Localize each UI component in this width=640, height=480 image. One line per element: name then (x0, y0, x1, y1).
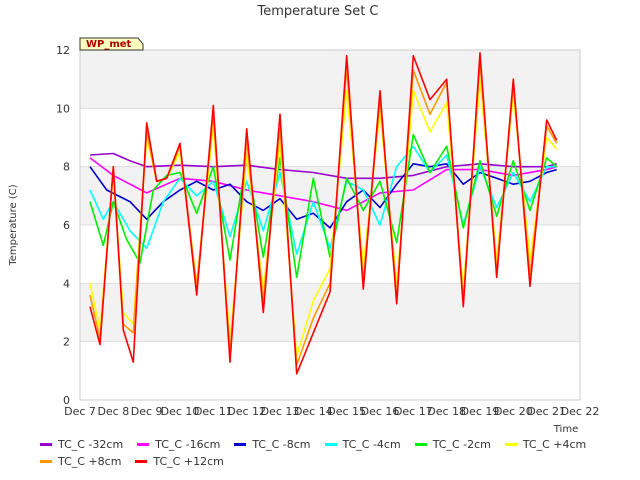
x-tick-label: Dec 8 (97, 405, 129, 418)
chart-title: Temperature Set C (256, 4, 378, 19)
legend-label: TC_C +8cm (58, 454, 122, 468)
series-line (89, 52, 558, 375)
x-axis-label: Time (553, 424, 578, 435)
legend-swatch (414, 443, 427, 446)
x-tick-label: Dec 14 (294, 405, 333, 418)
y-tick-label: 8 (63, 161, 70, 174)
x-tick-label: Dec 12 (227, 405, 266, 418)
legend-swatch (135, 459, 148, 463)
x-tick-label: Dec 22 (561, 405, 600, 418)
y-tick-label: 10 (56, 102, 70, 115)
series-line (89, 163, 557, 229)
x-tick-label: Dec 17 (394, 405, 433, 418)
legend-swatch (504, 443, 517, 446)
y-tick-label: 0 (63, 394, 70, 407)
grid-band (80, 50, 580, 109)
legend-item: TC_C -32cm (40, 437, 123, 453)
y-axis: 0 2 4 6 8 10 12 (56, 44, 70, 407)
legend-label: TC_C -2cm (432, 438, 491, 451)
legend-label: TC_C -4cm (342, 438, 401, 451)
x-tick-label: Dec 10 (161, 405, 200, 418)
plot-area (79, 49, 581, 401)
legend-label: TC_C +4cm (522, 438, 587, 451)
series-line (89, 78, 558, 358)
legend-item: TC_C -2cm (414, 437, 491, 453)
x-tick-label: Dec 19 (461, 405, 500, 418)
legend-swatch (324, 443, 337, 446)
annotation-label: WP_met (86, 39, 132, 50)
legend-swatch (40, 443, 52, 446)
legend-item: TC_C +8cm (40, 453, 121, 469)
series-group (89, 52, 558, 375)
legend-label: TC_C -16cm (155, 438, 221, 451)
x-tick-label: Dec 21 (527, 405, 566, 418)
x-tick-label: Dec 15 (327, 405, 366, 418)
y-tick-label: 6 (63, 219, 70, 232)
legend-item: TC_C +4cm (504, 437, 587, 453)
series-line (89, 133, 558, 279)
x-tick-label: Dec 11 (194, 405, 233, 418)
y-tick-label: 12 (56, 44, 70, 57)
x-tick-label: Dec 9 (131, 405, 163, 418)
legend-label: TC_C -32cm (58, 438, 124, 451)
legend-swatch (234, 443, 247, 446)
x-tick-label: Dec 18 (427, 405, 466, 418)
series-line (89, 145, 557, 255)
x-tick-label: Dec 20 (494, 405, 533, 418)
legend-item: TC_C -8cm (234, 437, 311, 453)
series-line (89, 157, 557, 212)
legend-label: TC_C +12cm (153, 454, 224, 468)
y-axis-label: Temperature (C) (8, 184, 19, 266)
y-tick-label: 2 (63, 336, 70, 349)
annotation-box: WP_met (79, 37, 144, 51)
series-line (89, 152, 557, 180)
x-tick-label: Dec 16 (361, 405, 400, 418)
legend-item: TC_C -16cm (137, 437, 220, 453)
legend-label: TC_C -8cm (252, 438, 311, 451)
plot-frame (79, 49, 581, 401)
x-tick-label: Dec 13 (261, 405, 300, 418)
legend-swatch (137, 443, 150, 446)
legend-item: TC_C -4cm (324, 437, 401, 453)
legend-item: TC_C +12cm (135, 453, 224, 469)
legend: TC_C -32cm TC_C -16cm TC_C -8cm TC_C -4cm TC… (40, 436, 630, 469)
legend-swatch (40, 459, 52, 463)
y-tick-label: 4 (63, 277, 70, 290)
x-tick-label: Dec 7 (64, 405, 96, 418)
